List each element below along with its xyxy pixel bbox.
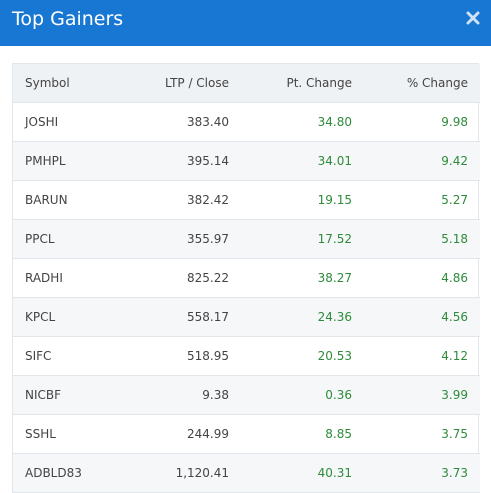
table-header-row: Symbol LTP / Close Pt. Change % Change	[13, 64, 480, 103]
symbol-cell: SIFC	[13, 336, 119, 376]
table-row[interactable]: JOSHI 383.40 34.80 9.98	[13, 102, 480, 142]
ltp-cell: 518.95	[119, 336, 241, 376]
column-header-symbol: Symbol	[13, 64, 119, 103]
close-icon[interactable]	[465, 10, 481, 26]
table-row[interactable]: PPCL 355.97 17.52 5.18	[13, 219, 480, 259]
pt-change-cell: 8.85	[241, 414, 364, 454]
table-row[interactable]: SSHL 244.99 8.85 3.75	[13, 414, 480, 454]
table-row[interactable]: PMHPL 395.14 34.01 9.42	[13, 141, 480, 181]
pct-change-cell: 4.86	[364, 258, 480, 298]
ltp-cell: 1,120.41	[119, 453, 241, 493]
ltp-cell: 383.40	[119, 102, 241, 142]
column-header-pt-change: Pt. Change	[241, 64, 364, 103]
symbol-cell: BARUN	[13, 180, 119, 220]
ltp-cell: 355.97	[119, 219, 241, 259]
pt-change-cell: 38.27	[241, 258, 364, 298]
ltp-cell: 382.42	[119, 180, 241, 220]
table-row[interactable]: ADBLD83 1,120.41 40.31 3.73	[13, 453, 480, 493]
pct-change-cell: 4.56	[364, 297, 480, 337]
table-row[interactable]: SIFC 518.95 20.53 4.12	[13, 336, 480, 376]
symbol-cell: PPCL	[13, 219, 119, 259]
pct-change-cell: 3.99	[364, 375, 480, 415]
symbol-cell: RADHI	[13, 258, 119, 298]
ltp-cell: 825.22	[119, 258, 241, 298]
pt-change-cell: 19.15	[241, 180, 364, 220]
gainers-table: Symbol LTP / Close Pt. Change % Change J…	[13, 64, 480, 493]
table-row[interactable]: RADHI 825.22 38.27 4.86	[13, 258, 480, 298]
pct-change-cell: 9.98	[364, 102, 480, 142]
ltp-cell: 244.99	[119, 414, 241, 454]
symbol-cell: ADBLD83	[13, 453, 119, 493]
symbol-cell: PMHPL	[13, 141, 119, 181]
pt-change-cell: 34.80	[241, 102, 364, 142]
pct-change-cell: 4.12	[364, 336, 480, 376]
modal-title: Top Gainers	[12, 8, 124, 30]
pt-change-cell: 24.36	[241, 297, 364, 337]
modal-header: Top Gainers	[0, 0, 491, 46]
pt-change-cell: 0.36	[241, 375, 364, 415]
pct-change-cell: 3.73	[364, 453, 480, 493]
gainers-table-container: Symbol LTP / Close Pt. Change % Change J…	[12, 63, 480, 493]
symbol-cell: KPCL	[13, 297, 119, 337]
ltp-cell: 9.38	[119, 375, 241, 415]
table-row[interactable]: NICBF 9.38 0.36 3.99	[13, 375, 480, 415]
ltp-cell: 395.14	[119, 141, 241, 181]
pt-change-cell: 40.31	[241, 453, 364, 493]
pt-change-cell: 17.52	[241, 219, 364, 259]
column-header-ltp: LTP / Close	[119, 64, 241, 103]
symbol-cell: SSHL	[13, 414, 119, 454]
column-header-pct-change: % Change	[364, 64, 480, 103]
pct-change-cell: 3.75	[364, 414, 480, 454]
table-row[interactable]: KPCL 558.17 24.36 4.56	[13, 297, 480, 337]
pct-change-cell: 5.27	[364, 180, 480, 220]
symbol-cell: NICBF	[13, 375, 119, 415]
pct-change-cell: 5.18	[364, 219, 480, 259]
symbol-cell: JOSHI	[13, 102, 119, 142]
pct-change-cell: 9.42	[364, 141, 480, 181]
pt-change-cell: 20.53	[241, 336, 364, 376]
table-row[interactable]: BARUN 382.42 19.15 5.27	[13, 180, 480, 220]
ltp-cell: 558.17	[119, 297, 241, 337]
pt-change-cell: 34.01	[241, 141, 364, 181]
